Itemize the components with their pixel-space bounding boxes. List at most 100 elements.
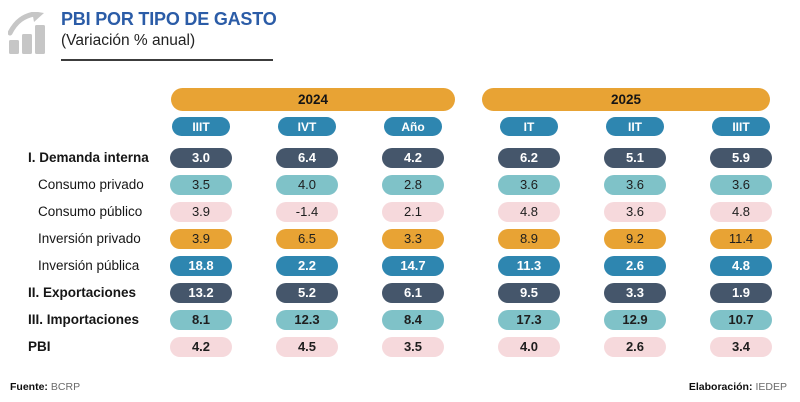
value-pill: 4.2: [382, 147, 444, 168]
elaboration-label: Elaboración:: [688, 381, 753, 393]
value-pill: 3.6: [710, 174, 772, 195]
table-row: II. Exportaciones 13.2 5.2 6.1 9.5 3.3 1.9: [10, 279, 794, 306]
table-row: PBI 4.2 4.5 3.5 4.0 2.6 3.4: [10, 333, 794, 360]
value-cell: 5.9: [688, 147, 794, 168]
value-pill: 5.9: [710, 147, 772, 168]
value-pill: 3.0: [170, 147, 232, 168]
value-cell: 4.8: [688, 255, 794, 276]
quarter-header-cell: IIT: [582, 117, 688, 136]
value-cell: 9.5: [476, 282, 582, 303]
value-pill: 6.5: [276, 228, 338, 249]
table-row: Consumo privado 3.5 4.0 2.8 3.6 3.6 3.6: [10, 171, 794, 198]
quarter-header-cell: Año: [360, 117, 466, 136]
value-cell: 18.8: [148, 255, 254, 276]
value-pill: 6.2: [498, 147, 560, 168]
value-pill: 1.9: [710, 282, 772, 303]
value-cell: 14.7: [360, 255, 466, 276]
value-pill: 2.2: [276, 255, 338, 276]
value-cell: 4.8: [688, 201, 794, 222]
value-pill: 4.8: [710, 201, 772, 222]
value-cell: 4.5: [254, 336, 360, 357]
row-label: II. Exportaciones: [28, 285, 137, 300]
value-pill: 6.1: [382, 282, 444, 303]
quarter-header-cell: IIIT: [148, 117, 254, 136]
page-title: PBI POR TIPO DE GASTO: [61, 9, 277, 29]
quarter-header-pill: IVT: [278, 117, 336, 136]
value-pill: 3.6: [604, 201, 666, 222]
value-cell: 8.9: [476, 228, 582, 249]
table-row: Consumo público 3.9 -1.4 2.1 4.8 3.6 4.8: [10, 198, 794, 225]
bar-chart-trend-icon: [7, 11, 56, 58]
value-cell: 3.6: [582, 174, 688, 195]
value-pill: 6.4: [276, 147, 338, 168]
value-pill: 13.2: [170, 282, 232, 303]
value-pill: 3.3: [382, 228, 444, 249]
value-cell: 2.6: [582, 255, 688, 276]
value-pill: 2.6: [604, 255, 666, 276]
value-cell: 5.2: [254, 282, 360, 303]
elaboration-note: Elaboración: IEDEP: [689, 381, 787, 393]
value-cell: 4.0: [476, 336, 582, 357]
value-cell: 2.8: [360, 174, 466, 195]
value-pill: 4.5: [276, 336, 338, 357]
value-pill: 3.5: [170, 174, 232, 195]
value-pill: 5.2: [276, 282, 338, 303]
value-pill: 5.1: [604, 147, 666, 168]
value-cell: 17.3: [476, 309, 582, 330]
value-cell: 3.9: [148, 228, 254, 249]
value-pill: 4.0: [276, 174, 338, 195]
value-pill: 2.8: [382, 174, 444, 195]
row-label: Inversión pública: [38, 258, 140, 273]
source-label: Fuente:: [10, 381, 48, 393]
quarter-header-row: IIIT IVT Año IT IIT IIIT: [10, 117, 794, 136]
value-pill: -1.4: [276, 201, 338, 222]
value-cell: 2.1: [360, 201, 466, 222]
value-pill: 8.1: [170, 309, 232, 330]
value-cell: 3.6: [688, 174, 794, 195]
page-subtitle: (Variación % anual): [61, 32, 196, 49]
value-pill: 3.5: [382, 336, 444, 357]
value-cell: 12.9: [582, 309, 688, 330]
value-pill: 9.2: [604, 228, 666, 249]
year-band-row: 2024 2025: [10, 88, 794, 111]
value-cell: 11.4: [688, 228, 794, 249]
value-pill: 3.6: [604, 174, 666, 195]
value-cell: 5.1: [582, 147, 688, 168]
value-pill: 8.4: [382, 309, 444, 330]
value-pill: 4.8: [710, 255, 772, 276]
value-pill: 2.6: [604, 336, 666, 357]
value-cell: 3.6: [476, 174, 582, 195]
value-cell: 6.5: [254, 228, 360, 249]
value-pill: 11.4: [710, 228, 772, 249]
value-pill: 14.7: [382, 255, 444, 276]
value-cell: 8.4: [360, 309, 466, 330]
value-cell: 4.2: [148, 336, 254, 357]
row-label: PBI: [28, 339, 51, 354]
value-pill: 3.6: [498, 174, 560, 195]
value-cell: 3.9: [148, 201, 254, 222]
value-pill: 8.9: [498, 228, 560, 249]
value-cell: 12.3: [254, 309, 360, 330]
value-cell: 3.5: [148, 174, 254, 195]
value-pill: 11.3: [498, 255, 560, 276]
year-band-2025: 2025: [482, 88, 770, 111]
table-body: I. Demanda interna 3.0 6.4 4.2 6.2 5.1 5.9 Cons…: [10, 144, 794, 360]
value-pill: 3.3: [604, 282, 666, 303]
value-cell: 3.0: [148, 147, 254, 168]
source-note: Fuente: BCRP: [10, 381, 80, 393]
row-label: Consumo público: [38, 204, 143, 219]
value-cell: 6.1: [360, 282, 466, 303]
table-row: Inversión pública 18.8 2.2 14.7 11.3 2.6 4.8: [10, 252, 794, 279]
value-cell: 4.2: [360, 147, 466, 168]
value-cell: 3.6: [582, 201, 688, 222]
value-pill: 12.9: [604, 309, 666, 330]
value-cell: 2.2: [254, 255, 360, 276]
value-pill: 17.3: [498, 309, 560, 330]
value-cell: 6.2: [476, 147, 582, 168]
value-cell: 11.3: [476, 255, 582, 276]
value-pill: 3.4: [710, 336, 772, 357]
value-pill: 4.0: [498, 336, 560, 357]
row-label: Consumo privado: [38, 177, 144, 192]
value-cell: 2.6: [582, 336, 688, 357]
